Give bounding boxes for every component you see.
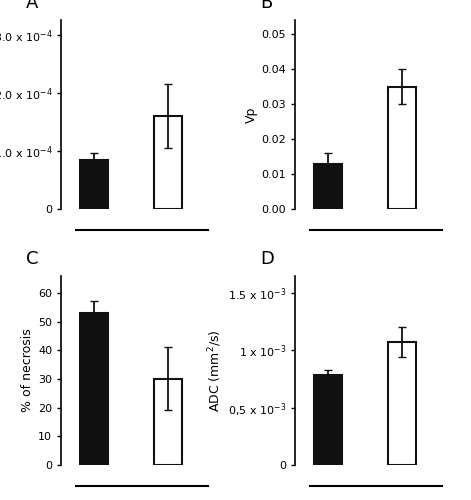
Text: C: C [26,250,38,268]
Bar [388,86,416,210]
Bar [154,116,182,210]
Text: B: B [260,0,272,12]
Y-axis label: ADC (mm$^2$/s): ADC (mm$^2$/s) [206,329,224,411]
Text: A: A [26,0,38,12]
Bar [81,160,108,210]
Bar [315,164,342,210]
Y-axis label: Vp: Vp [244,106,258,123]
Bar [315,376,342,465]
Text: D: D [260,250,274,268]
Bar [81,313,108,465]
Bar [388,342,416,465]
Bar [154,379,182,465]
Y-axis label: % of necrosis: % of necrosis [21,328,34,412]
